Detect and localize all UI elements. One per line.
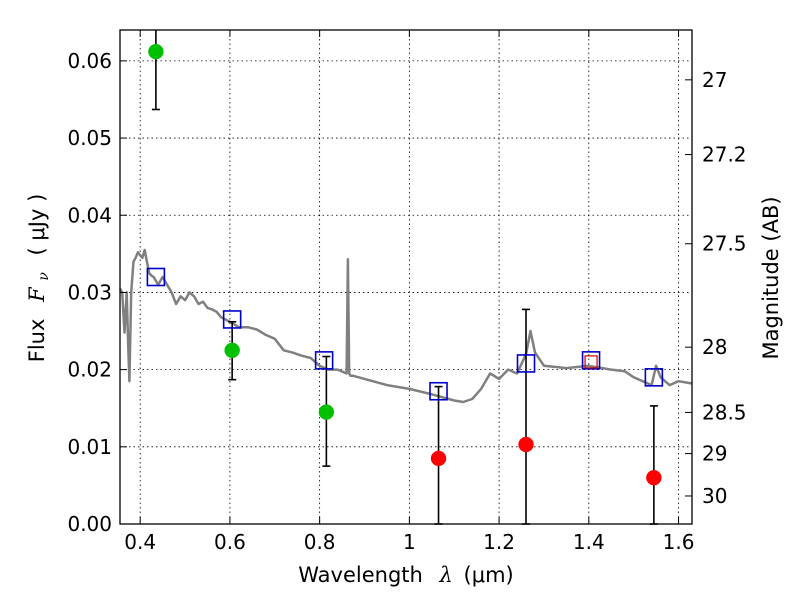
right-tick-label: 28: [702, 335, 727, 359]
upper-limit-point: [518, 436, 534, 453]
model-sed-layer: [118, 248, 693, 404]
y-axis-label-subscript: ν: [36, 272, 52, 281]
x-tick-label: 0.6: [214, 530, 246, 554]
x-tick-label: 1.4: [573, 530, 605, 554]
detection-point: [224, 342, 240, 359]
y-tick-label: 0.04: [67, 203, 112, 227]
x-axis-label-symbol: λ: [439, 563, 453, 587]
model-photometry-square: [146, 267, 166, 287]
y-axis-label-unit: ( μJy ): [25, 194, 49, 256]
right-tick-label: 27.5: [702, 232, 747, 256]
model-photometry-square: [516, 354, 536, 373]
y-tick-label: 0.02: [67, 358, 112, 382]
x-axis-label-unit: (μm): [464, 563, 514, 587]
right-tick-label: 27: [702, 68, 727, 92]
y-axis-label-prefix: Flux: [25, 319, 49, 363]
model-photometry-square: [222, 310, 242, 329]
error-bars: [151, 30, 658, 525]
model-photometry-square: [429, 381, 448, 401]
x-tick-label: 1.2: [483, 530, 515, 554]
highlighted-model-square: [584, 355, 598, 369]
detection-point: [318, 404, 335, 420]
right-tick-label: 29: [702, 442, 727, 466]
y-tick-label: 0.01: [67, 435, 112, 459]
x-axis-label: Wavelength λ (μm): [298, 563, 513, 587]
right-tick-label: 27.2: [702, 143, 747, 167]
model-photometry-square: [644, 368, 664, 387]
model-photometry-square: [581, 351, 601, 370]
y-tick-label: 0.00: [67, 512, 112, 536]
x-tick-label: 0.4: [124, 530, 156, 554]
detection-point: [148, 43, 164, 60]
right-axis-label: Magnitude (AB): [759, 196, 783, 359]
right-tick-label: 30: [702, 484, 727, 508]
data-points: [146, 43, 664, 486]
model-photometry-square: [314, 351, 334, 370]
x-tick-label: 1: [403, 530, 416, 554]
axis-ticks: 0.4 0.6 0.8 1 1.2 1.4 1.6 0.00 0.01 0.02 0.03 0.04 0…: [67, 30, 747, 554]
upper-limit-point: [430, 450, 447, 467]
y-axis-label-symbol: F: [25, 286, 49, 303]
y-tick-label: 0.06: [67, 49, 112, 73]
y-tick-label: 0.03: [67, 280, 112, 304]
right-tick-label: 28.5: [702, 400, 747, 424]
upper-limit-point: [646, 469, 662, 486]
grid-lines: [120, 30, 692, 524]
axes-frame: [119, 29, 693, 525]
x-axis-label-prefix: Wavelength: [298, 563, 423, 587]
x-tick-label: 0.8: [304, 530, 336, 554]
y-tick-label: 0.05: [67, 126, 112, 150]
x-tick-label: 1.6: [663, 530, 695, 554]
model-sed-line: [118, 248, 693, 404]
y-axis-label: Flux F ν ( μJy ): [25, 194, 53, 363]
